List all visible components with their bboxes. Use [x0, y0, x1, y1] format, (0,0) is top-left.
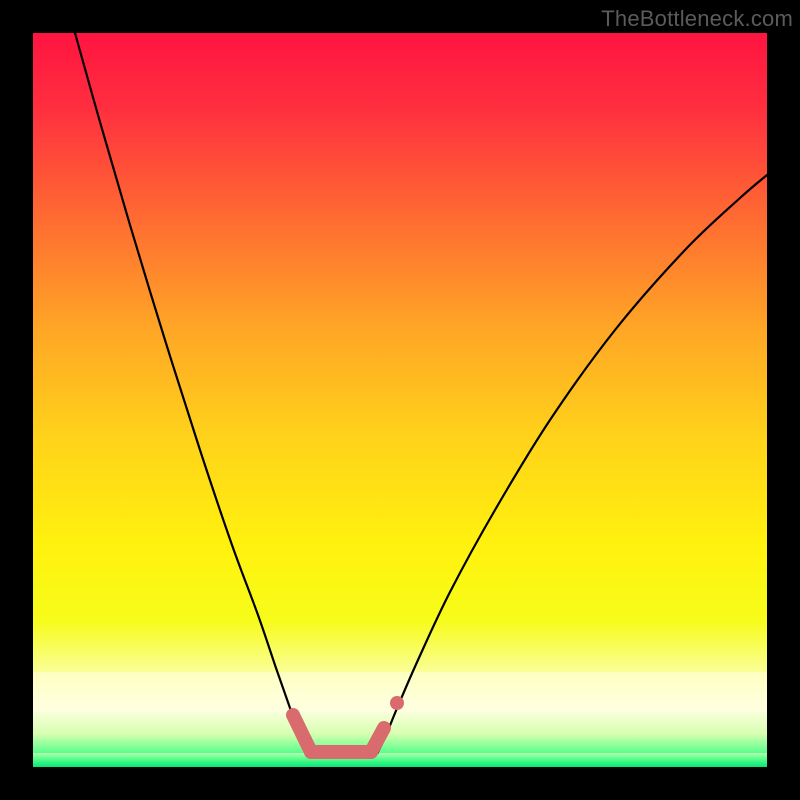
chart-stage: TheBottleneck.com: [0, 0, 800, 800]
plot-gradient-background: [33, 33, 767, 767]
watermark-text: TheBottleneck.com: [601, 6, 793, 32]
green-bottom-strip: [33, 753, 767, 767]
pale-band: [33, 672, 767, 712]
